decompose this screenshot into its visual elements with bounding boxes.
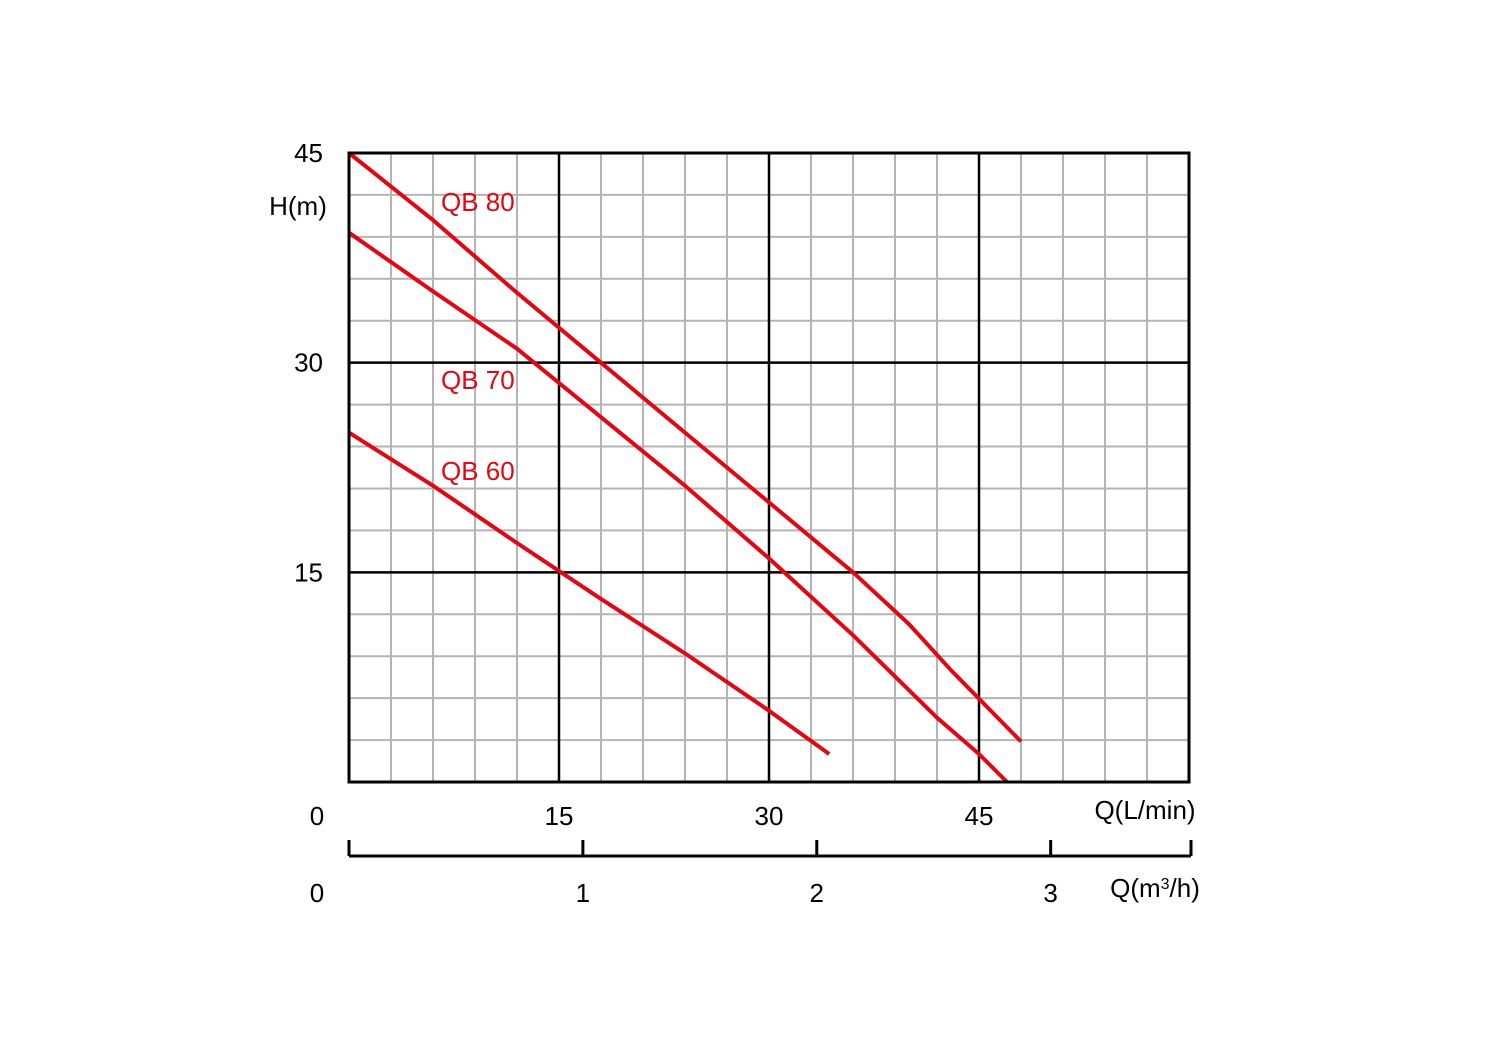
- series-label-qb-60: QB 60: [441, 456, 515, 486]
- secondary-tick-label: 0: [310, 878, 324, 908]
- series-labels: QB 80 QB 70 QB 60: [441, 187, 515, 486]
- secondary-axis-title: Q(m3/h): [1110, 873, 1200, 903]
- y-tick-label: 45: [294, 138, 323, 168]
- series-label-qb-80: QB 80: [441, 187, 515, 217]
- y-tick-label: 30: [294, 348, 323, 378]
- secondary-tick-label: 1: [576, 878, 590, 908]
- y-axis-title: H(m): [269, 191, 327, 221]
- y-tick-labels: 15 30 45: [294, 138, 323, 587]
- x-tick-label: 0: [310, 801, 324, 831]
- x-tick-label: 30: [755, 801, 784, 831]
- x-tick-label: 45: [965, 801, 994, 831]
- series-lines: [347, 151, 1023, 784]
- secondary-tick-label: 3: [1043, 878, 1057, 908]
- series-label-qb-70: QB 70: [441, 365, 515, 395]
- secondary-tick-label: 2: [810, 878, 824, 908]
- series-line-qb-70: [347, 231, 1009, 784]
- series-line-qb-80: [347, 151, 1023, 743]
- plot-frame: [347, 151, 1191, 784]
- x-axis-title: Q(L/min): [1094, 795, 1195, 825]
- y-tick-label: 15: [294, 557, 323, 587]
- major-grid: [349, 153, 1189, 782]
- x-tick-labels: 0 15 30 45: [310, 801, 994, 831]
- series-line-qb-60: [347, 430, 831, 756]
- x-tick-label: 15: [545, 801, 574, 831]
- secondary-axis: 0 1 2 3: [310, 840, 1193, 908]
